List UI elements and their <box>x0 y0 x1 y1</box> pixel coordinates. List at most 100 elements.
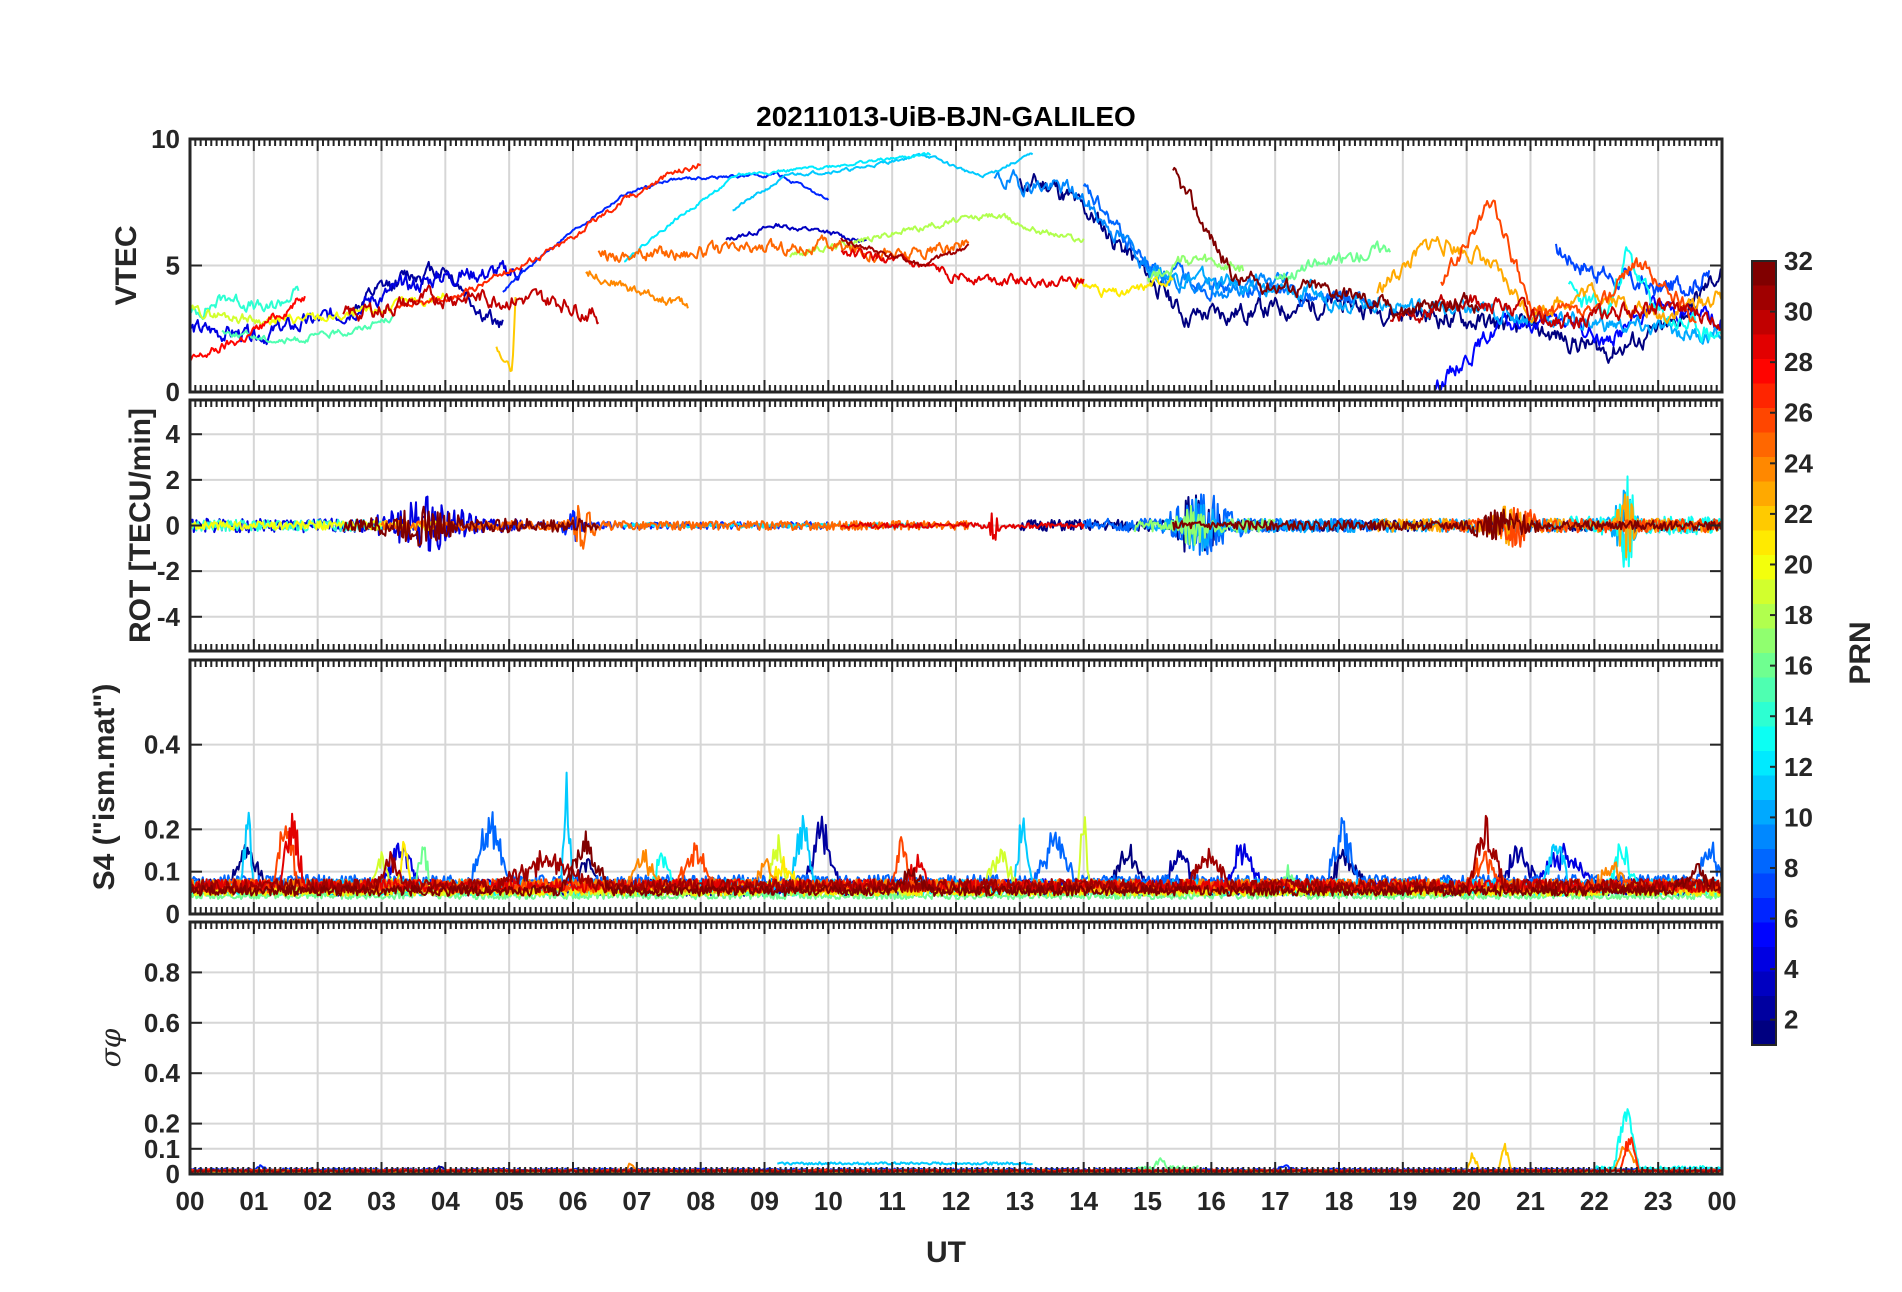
x-tick-label: 03 <box>367 1186 396 1216</box>
series-line-prn-29 <box>840 247 1085 289</box>
x-tick-label: 02 <box>303 1186 332 1216</box>
series-line-prn-31 <box>840 237 970 267</box>
y-tick-label: 0 <box>166 511 180 541</box>
y-tick-label: 5 <box>166 251 180 281</box>
x-tick-label: 04 <box>431 1186 460 1216</box>
x-tick-label: 19 <box>1388 1186 1417 1216</box>
series-rot <box>190 475 1722 568</box>
x-tick-label: 01 <box>239 1186 268 1216</box>
colorbar-tick-label: 12 <box>1784 752 1813 782</box>
x-tick-label: 10 <box>814 1186 843 1216</box>
series-line-prn-23 <box>1376 236 1722 324</box>
series-line-prn-15 <box>221 313 396 345</box>
panel-vtec: 0 5 10 VTEC <box>110 124 1724 407</box>
y-tick-label: -4 <box>157 602 181 632</box>
colorbar-tick-label: 26 <box>1784 398 1813 428</box>
colorbar-tick-label: 18 <box>1784 600 1813 630</box>
x-tick-label: 18 <box>1325 1186 1354 1216</box>
grid-sigma <box>190 922 1722 1174</box>
series-line-prn-22 <box>495 297 517 372</box>
colorbar-gradient <box>1751 260 1777 1046</box>
x-tick-label: 11 <box>878 1186 906 1216</box>
x-tick-label: 05 <box>495 1186 524 1216</box>
series-line-prn-8 <box>1082 493 1372 556</box>
x-tick-label: 13 <box>1005 1186 1034 1216</box>
y-tick-label: 0.4 <box>144 1058 181 1088</box>
x-tick-label: 22 <box>1580 1186 1609 1216</box>
x-tick-label: 23 <box>1644 1186 1673 1216</box>
x-tick-label: 16 <box>1197 1186 1226 1216</box>
colorbar-tick-label: 16 <box>1784 651 1813 681</box>
series-line-prn-3 <box>725 222 868 243</box>
x-tick-label: 15 <box>1133 1186 1162 1216</box>
x-tick-label: 08 <box>686 1186 715 1216</box>
y-axis-label-vtec: VTEC <box>110 225 143 305</box>
chart-title: 20211013-UiB-BJN-GALILEO <box>756 101 1136 132</box>
series-line-prn-26 <box>1440 199 1697 324</box>
x-axis-label: UT <box>926 1236 966 1269</box>
colorbar-tick-label: 4 <box>1784 954 1799 984</box>
series-line-prn-29 <box>840 512 1085 541</box>
x-tick-label: 06 <box>559 1186 588 1216</box>
x-tick-label: 00 <box>176 1186 205 1216</box>
x-tick-label: 17 <box>1261 1186 1290 1216</box>
colorbar-tick-label: 2 <box>1784 1005 1798 1035</box>
series-line-prn-7 <box>1555 243 1711 297</box>
y-axis-label-s4: S4 ("ism.mat") <box>88 684 121 891</box>
series-line-prn-20 <box>265 292 447 326</box>
colorbar-tick-label: 30 <box>1784 297 1813 327</box>
series-line-prn-32 <box>1172 166 1481 319</box>
y-tick-label: 4 <box>166 419 181 449</box>
x-tick-label: 09 <box>750 1186 779 1216</box>
y-tick-label: 0.4 <box>144 730 181 760</box>
y-tick-label: 0.6 <box>144 1008 180 1038</box>
colorbar-tick-label: 24 <box>1784 448 1813 478</box>
y-tick-label: 0.2 <box>144 814 180 844</box>
series-line-prn-2 <box>348 260 504 329</box>
x-tick-label: 20 <box>1452 1186 1481 1216</box>
colorbar-tick-label: 28 <box>1784 347 1813 377</box>
colorbar-tick-label: 6 <box>1784 904 1798 934</box>
series-vtec <box>190 152 1722 392</box>
grid-vtec <box>190 139 1722 392</box>
series-line-prn-28 <box>190 295 306 363</box>
series-line-prn-11 <box>732 152 1034 212</box>
x-tick-label: 12 <box>942 1186 971 1216</box>
ticks-sigma: 00.10.2 0.4 0.6 0.8 <box>144 922 1723 1189</box>
series-line-prn-11 <box>777 1161 1033 1166</box>
y-tick-label: 0.1 <box>144 857 180 887</box>
panel-s4: 0 0.1 0.2 0.4 S4 ("ism.mat") <box>88 658 1724 929</box>
y-tick-label: 0 <box>166 1159 180 1189</box>
colorbar-tick-label: 14 <box>1784 701 1813 731</box>
series-line-prn-21 <box>1069 275 1174 298</box>
y-tick-label: 10 <box>151 124 180 154</box>
series-line-prn-25 <box>597 234 970 263</box>
series-line-prn-23 <box>1376 493 1722 559</box>
series-line-prn-24 <box>585 270 689 309</box>
panel-sigma: 00.10.2 0.4 0.6 0.8 σφ 00 01 02 03 04 05 06 07 08 09 10… <box>94 920 1737 1216</box>
colorbar-label: PRN <box>1844 621 1877 684</box>
y-tick-label: 2 <box>166 465 180 495</box>
colorbar-tick-label: 20 <box>1784 549 1813 579</box>
panel-rot: -4 -2 0 2 4 ROT [TECU/min] <box>124 398 1724 653</box>
ticks-rot: -4 -2 0 2 4 <box>157 400 1723 651</box>
colorbar-tick-label: 10 <box>1784 802 1813 832</box>
y-tick-label: 0.1 <box>144 1134 180 1164</box>
series-line-prn-20 <box>190 520 447 531</box>
colorbar-tick-label: 22 <box>1784 499 1813 529</box>
series-line-prn-16 <box>1134 1157 1199 1172</box>
y-axis-label-sigma: σφ <box>94 1028 127 1067</box>
series-line-prn-17 <box>1133 504 1276 546</box>
series-line-prn-16 <box>1274 240 1392 281</box>
colorbar-tick-label: 32 <box>1784 246 1813 276</box>
grid-s4 <box>190 660 1722 914</box>
series-line-prn-12 <box>623 152 932 263</box>
series-line-prn-32 <box>342 505 600 547</box>
x-tick-label: 00 <box>1708 1186 1737 1216</box>
series-line-prn-32 <box>1172 508 1722 541</box>
series-line-prn-30 <box>342 284 600 325</box>
series-line-prn-4 <box>190 259 523 346</box>
y-tick-label: 0 <box>166 899 180 929</box>
colorbar-tick-label: 8 <box>1784 853 1798 883</box>
